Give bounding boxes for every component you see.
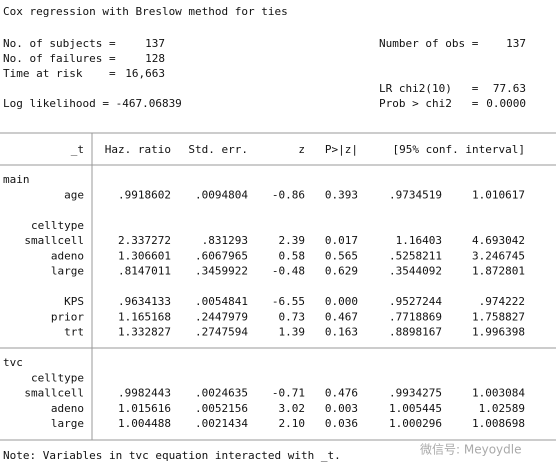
stat-value: 128	[145, 52, 165, 65]
group-label: celltype	[31, 219, 84, 232]
cell: .831293	[202, 234, 248, 247]
column-header: z	[298, 143, 305, 156]
cell: 0.017	[325, 234, 358, 247]
cell: .974222	[479, 295, 525, 308]
cell: 0.000	[325, 295, 358, 308]
cell: 1.010617	[472, 188, 525, 201]
cell: .3459922	[195, 265, 248, 278]
row-label: adeno	[51, 402, 84, 415]
column-header: [95% conf. interval]	[393, 143, 525, 156]
cell: 0.565	[325, 249, 358, 262]
cell: -0.71	[272, 387, 305, 400]
cell: 0.036	[325, 417, 358, 430]
cell: 1.008698	[472, 417, 525, 430]
stat-label: No. of subjects =	[3, 37, 116, 50]
cell: 2.39	[279, 234, 306, 247]
row-label: prior	[51, 310, 84, 323]
cell: 3.246745	[472, 249, 525, 262]
cell: 0.163	[325, 326, 358, 339]
cell: .9734519	[389, 188, 442, 201]
cell: 1.004488	[118, 417, 171, 430]
cell: 0.629	[325, 265, 358, 278]
cell: 1.758827	[472, 310, 525, 323]
cell: 2.337272	[118, 234, 171, 247]
cell: .9982443	[118, 387, 171, 400]
cell: 4.693042	[472, 234, 525, 247]
row-label: smallcell	[24, 234, 84, 247]
cell: .0054841	[195, 295, 248, 308]
column-header: _t	[71, 143, 84, 156]
cell: 1.02589	[479, 402, 525, 415]
cell: .6067965	[195, 249, 248, 262]
cell: .7718869	[389, 310, 442, 323]
cell: -0.86	[272, 188, 305, 201]
cell: 1.39	[279, 326, 306, 339]
row-label: large	[51, 265, 84, 278]
note: Note: Variables in tvc equation interact…	[3, 449, 341, 462]
cell: 0.003	[325, 402, 358, 415]
row-label: KPS	[64, 295, 84, 308]
cell: 3.02	[279, 402, 306, 415]
title: Cox regression with Breslow method for t…	[3, 5, 288, 18]
cell: .3544092	[389, 265, 442, 278]
cell: .5258211	[389, 249, 442, 262]
cell: 1.165168	[118, 310, 171, 323]
cell: .9634133	[118, 295, 171, 308]
stat-label: Number of obs =	[379, 37, 479, 50]
cell: 1.015616	[118, 402, 171, 415]
row-label: smallcell	[24, 387, 84, 400]
equation-label: tvc	[3, 356, 23, 369]
cell: -6.55	[272, 295, 305, 308]
stat-value: 77.63	[493, 82, 526, 95]
cell: 1.16403	[396, 234, 442, 247]
column-header: P>|z|	[325, 143, 358, 156]
cell: 2.10	[279, 417, 306, 430]
row-label: trt	[64, 326, 84, 339]
watermark: 微信号: Meyoydle	[420, 443, 521, 457]
cell: 1.872801	[472, 265, 525, 278]
cell: -0.48	[272, 265, 305, 278]
cell: .0052156	[195, 402, 248, 415]
cell: .0024635	[195, 387, 248, 400]
cell: .9527244	[389, 295, 442, 308]
cell: 1.996398	[472, 326, 525, 339]
row-label: age	[64, 188, 84, 201]
equation-label: main	[3, 173, 30, 186]
cell: .0021434	[195, 417, 248, 430]
log-likelihood: Log likelihood = -467.06839	[3, 97, 182, 110]
stat-label: LR chi2(10) =	[379, 82, 479, 95]
stat-label: No. of failures =	[3, 52, 116, 65]
stat-value: 16,663	[125, 67, 165, 80]
cell: .9934275	[389, 387, 442, 400]
column-header: Std. err.	[188, 143, 248, 156]
stat-label: Prob > chi2 =	[379, 97, 479, 110]
cell: .2747594	[195, 326, 248, 339]
cell: .8147011	[118, 265, 171, 278]
column-header: Haz. ratio	[105, 143, 171, 156]
stat-value: 137	[145, 37, 165, 50]
cell: 0.58	[279, 249, 306, 262]
cell: 0.467	[325, 310, 358, 323]
stat-value: 0.0000	[486, 97, 526, 110]
cell: 1.000296	[389, 417, 442, 430]
cell: .9918602	[118, 188, 171, 201]
cell: 0.393	[325, 188, 358, 201]
cell: 1.306601	[118, 249, 171, 262]
cell: .8898167	[389, 326, 442, 339]
cell: 1.005445	[389, 402, 442, 415]
cell: 0.73	[279, 310, 306, 323]
cell: .0094804	[195, 188, 248, 201]
cell: 1.332827	[118, 326, 171, 339]
group-label: celltype	[31, 371, 84, 384]
cell: 1.003084	[472, 387, 525, 400]
row-label: adeno	[51, 249, 84, 262]
cell: 0.476	[325, 387, 358, 400]
stat-value: 137	[506, 37, 526, 50]
row-label: large	[51, 417, 84, 430]
cell: .2447979	[195, 310, 248, 323]
stat-label: Time at risk =	[3, 67, 116, 80]
